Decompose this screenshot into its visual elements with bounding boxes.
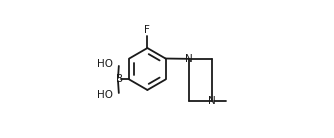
Text: HO: HO [98, 90, 114, 100]
Text: HO: HO [98, 59, 114, 69]
Text: N: N [208, 96, 216, 106]
Text: N: N [185, 54, 193, 64]
Text: B: B [116, 75, 123, 84]
Text: F: F [145, 25, 150, 35]
